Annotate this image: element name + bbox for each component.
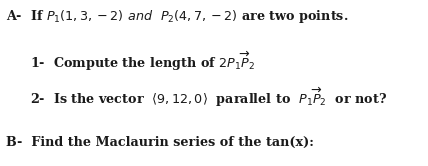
Text: A-  If $P_1(1,3,-2)$ $\mathit{and}$  $P_2(4,7,-2)$ are two points.: A- If $P_1(1,3,-2)$ $\mathit{and}$ $P_2(…	[6, 8, 349, 25]
Text: B-  Find the Maclaurin series of the tan(x):: B- Find the Maclaurin series of the tan(…	[6, 136, 314, 149]
Text: 2-  Is the vector  $\langle 9,12,0\rangle$  parallel to  $\overrightarrow{P_1P_2: 2- Is the vector $\langle 9,12,0\rangle$…	[30, 86, 387, 110]
Text: 1-  Compute the length of $2\overrightarrow{P_1P_2}$: 1- Compute the length of $2\overrightarr…	[30, 50, 255, 73]
